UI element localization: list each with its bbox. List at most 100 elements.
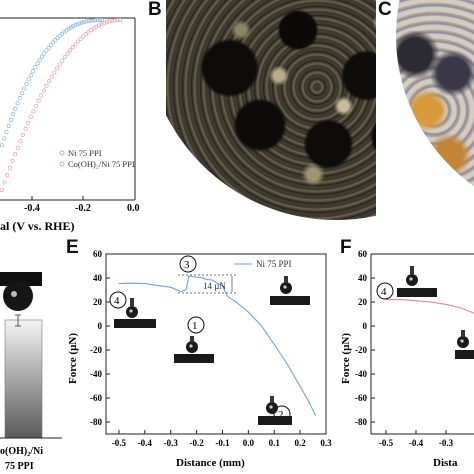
xtick-label-e: -0.1 bbox=[215, 438, 230, 448]
ylabel-e: Force (µN) bbox=[67, 333, 79, 384]
panel-label-b: B bbox=[148, 0, 162, 20]
ni-point bbox=[15, 101, 20, 106]
panel-d-graphic: o(OH)₂/Ni 75 PPI bbox=[0, 272, 62, 472]
co-point bbox=[83, 32, 88, 37]
bar-d bbox=[4, 319, 43, 439]
ytick-label-f: 0 bbox=[363, 321, 368, 331]
ylabel-f: Force (µN) bbox=[340, 333, 352, 384]
xtick-label-e: 0.1 bbox=[269, 438, 281, 448]
ni-point bbox=[13, 106, 18, 111]
co-point bbox=[112, 18, 117, 23]
co-point bbox=[10, 159, 15, 164]
ni-point bbox=[6, 123, 11, 128]
co-point bbox=[26, 120, 31, 125]
svg-text:3: 3 bbox=[184, 259, 190, 271]
co-point bbox=[62, 54, 67, 60]
x-ticks-f: -0.5 -0.4 -0.3 bbox=[379, 430, 454, 448]
micrograph-c: 200 µm bbox=[396, 0, 474, 222]
y-ticks-f: -80 -60 -40 -20 0 20 40 60 bbox=[355, 249, 375, 427]
force-chart-f: -80 -60 -40 -20 0 20 40 60 -0.5 -0.4 -0.3 4 Force… bbox=[340, 249, 474, 469]
droplet-inset-f2 bbox=[455, 330, 474, 359]
co-point bbox=[65, 51, 70, 56]
ni-point bbox=[86, 18, 91, 24]
ni-point bbox=[79, 20, 85, 25]
ni-75-ppi-curve bbox=[0, 17, 105, 148]
co-point bbox=[102, 20, 107, 26]
co-point bbox=[18, 139, 23, 144]
ni-point bbox=[26, 77, 31, 82]
ni-point bbox=[33, 65, 38, 70]
co-point bbox=[117, 17, 123, 23]
droplet-inset-4 bbox=[114, 298, 156, 328]
ytick-label-e: -60 bbox=[90, 393, 102, 403]
ni-point bbox=[75, 22, 80, 27]
ni-point bbox=[4, 130, 9, 135]
y-ticks-e: -80 -60 -40 -20 0 20 40 60 bbox=[90, 249, 110, 427]
panel-a-legend: Ni 75 PPI Co(OH)₂/Ni 75 PPI bbox=[59, 148, 135, 169]
ni-point bbox=[42, 51, 47, 56]
co-point bbox=[107, 19, 112, 24]
ni-point bbox=[51, 40, 56, 45]
ytick-label-e: -20 bbox=[90, 345, 102, 355]
panel-d: o(OH)₂/Ni 75 PPI bbox=[0, 250, 62, 474]
panel-label-e: E bbox=[66, 237, 79, 258]
ni-point bbox=[37, 57, 42, 63]
co-point bbox=[81, 34, 86, 39]
marker-4: 4 bbox=[109, 291, 127, 309]
co-point bbox=[36, 98, 41, 103]
ni-point bbox=[48, 42, 53, 48]
co-point bbox=[47, 79, 52, 84]
droplet-inset-f bbox=[397, 266, 437, 297]
panel-f: -80 -60 -40 -20 0 20 40 60 -0.5 -0.4 -0.3 4 Force… bbox=[337, 238, 474, 474]
co-point bbox=[110, 18, 115, 23]
co-point bbox=[23, 126, 28, 131]
co-point bbox=[20, 132, 26, 137]
co-point bbox=[86, 30, 91, 35]
droplet-inset-top-right bbox=[270, 276, 310, 305]
co-oh2-ni-curve bbox=[0, 17, 123, 193]
xtick-label-e: 0.2 bbox=[294, 438, 306, 448]
caption-d-2: 75 PPI bbox=[5, 461, 34, 472]
svg-text:4: 4 bbox=[381, 286, 387, 298]
annotation-14un: 14 µN bbox=[178, 274, 236, 294]
xtick-label-e: -0.2 bbox=[189, 438, 204, 448]
ni-point bbox=[35, 61, 40, 66]
co-point bbox=[68, 48, 73, 53]
ytick-label-f: 60 bbox=[358, 249, 368, 259]
co-point bbox=[41, 88, 47, 93]
panel-e: -80 -60 -40 -20 0 20 40 60 -0.5 -0.4 -0.3 -0.2 -0.1… bbox=[62, 238, 337, 474]
ni-force-curve bbox=[118, 275, 317, 416]
co-point bbox=[73, 42, 78, 47]
co-point bbox=[70, 45, 75, 50]
tick-a-3: 0.0 bbox=[127, 203, 140, 214]
svg-text:2: 2 bbox=[278, 409, 284, 421]
x-ticks-e: -0.5 -0.4 -0.3 -0.2 -0.1 0.0 0.1 0.2 0.3 bbox=[112, 430, 332, 448]
xtick-label-e: -0.5 bbox=[112, 438, 127, 448]
co-point bbox=[55, 66, 60, 71]
scale-bar-c bbox=[404, 207, 454, 211]
ytick-label-e: -80 bbox=[90, 417, 102, 427]
ni-point bbox=[22, 86, 27, 91]
panel-a: Ni 75 PPI Co(OH)₂/Ni 75 PPI -0.4 -0.2 0.… bbox=[0, 0, 150, 235]
ytick-label-e: 20 bbox=[93, 297, 103, 307]
tick-a-2: -0.2 bbox=[75, 203, 91, 214]
co-point bbox=[28, 114, 33, 120]
co-point bbox=[57, 62, 62, 67]
ytick-label-f: -40 bbox=[355, 369, 367, 379]
co-force-curve bbox=[386, 299, 474, 314]
ni-point bbox=[77, 21, 82, 26]
ni-point bbox=[55, 35, 60, 40]
annotation-text-e: 14 µN bbox=[203, 281, 226, 291]
xtick-label-f: -0.4 bbox=[409, 438, 424, 448]
ni-point bbox=[17, 96, 22, 101]
co-point bbox=[44, 83, 49, 88]
ni-point bbox=[0, 142, 5, 148]
ni-point bbox=[28, 73, 33, 78]
ni-point bbox=[71, 24, 76, 29]
ytick-label-f: -80 bbox=[355, 417, 367, 427]
svg-text:4: 4 bbox=[114, 295, 120, 307]
co-point bbox=[75, 39, 81, 44]
ytick-label-e: 60 bbox=[93, 249, 103, 259]
xlabel-e: Distance (mm) bbox=[176, 457, 245, 469]
ni-point bbox=[8, 117, 13, 123]
